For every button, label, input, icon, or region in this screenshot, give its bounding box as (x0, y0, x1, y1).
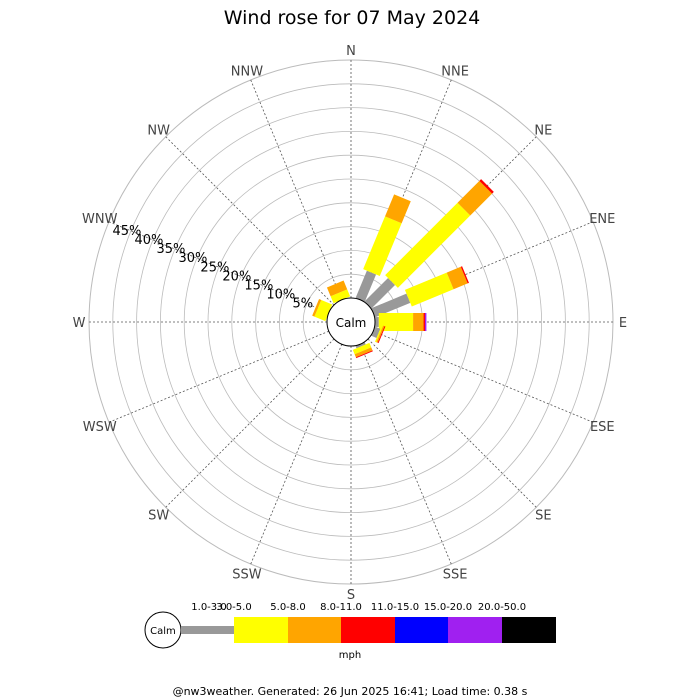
bar-ese (371, 325, 386, 344)
bar-nne (355, 194, 411, 302)
calm-label: Calm (336, 316, 367, 330)
direction-label-ne: NE (534, 124, 552, 139)
direction-label-sse: SSE (443, 567, 468, 582)
direction-label-nne: NNE (441, 65, 469, 80)
bar-segment-sse-0 (355, 342, 366, 349)
bar-wnw (312, 299, 333, 322)
bar-nnw (326, 280, 351, 304)
bar-e (375, 313, 427, 331)
direction-label-ese: ESE (590, 420, 615, 435)
direction-labels: N NNE NE ENE E ESE SE SSE S SSW SW WSW W WNW NW NNW (73, 44, 628, 603)
bar-segment-ese-2 (376, 325, 385, 343)
bar-segment-ese-1 (375, 325, 384, 343)
legend-swatch (341, 617, 395, 643)
percent-label: 45% (112, 224, 141, 239)
percent-label: 35% (156, 242, 185, 257)
chart-title: Wind rose for 07 May 2024 (224, 7, 481, 29)
grid-ring (183, 154, 519, 490)
legend-swatch (395, 617, 448, 643)
legend-bin-label: 11.0-15.0 (371, 602, 419, 613)
percent-label: 5% (293, 297, 314, 312)
grid-ring (112, 83, 590, 561)
legend-bin-label: 5.0-8.0 (270, 602, 305, 613)
bar-segment-e-2 (413, 313, 424, 331)
grid-ring (231, 202, 471, 442)
direction-label-e: E (619, 316, 627, 331)
legend-swatch (288, 617, 341, 643)
percent-label: 20% (222, 269, 251, 284)
bar-segment-ene-3 (460, 266, 469, 284)
bar-segment-nne-1 (363, 216, 402, 277)
grid-ring (159, 130, 543, 514)
bar-segment-ene-1 (404, 272, 454, 307)
bar-segment-sse-1 (352, 342, 372, 355)
direction-label-nnw: NNW (231, 65, 263, 80)
bar-segment-ese-3 (377, 326, 386, 344)
percent-label: 10% (266, 288, 295, 303)
bar-ne (364, 179, 494, 309)
bar-segment-sse-2 (354, 347, 373, 358)
percent-label: 25% (200, 260, 229, 275)
direction-label-s: S (347, 588, 355, 603)
direction-label-ssw: SSW (232, 567, 262, 582)
bar-segment-e-3 (423, 313, 425, 331)
calm-center-circle (326, 297, 376, 347)
bar-segment-nne-0 (355, 270, 377, 302)
bar-segment-ne-3 (479, 179, 494, 194)
grid-ring (255, 226, 447, 418)
legend-swatch (502, 617, 556, 643)
bar-segment-ne-1 (385, 202, 471, 288)
legend-swatch (234, 617, 288, 643)
bar-segment-nnw-1 (330, 289, 351, 304)
direction-label-ene: ENE (589, 212, 615, 227)
bar-segment-ne-0 (364, 277, 396, 309)
legend-swatch (181, 626, 234, 634)
bar-segment-nne-2 (385, 194, 411, 224)
legend-bin-label: 20.0-50.0 (478, 602, 526, 613)
legend-swatch (448, 617, 502, 643)
legend-bin-label: 3.0-5.0 (216, 602, 251, 613)
calm-circle: Calm (326, 297, 376, 347)
bar-segment-nnw-2 (326, 280, 348, 297)
percent-labels: 5%10%15%20%25%30%35%40%45% (112, 224, 313, 312)
direction-label-w: W (73, 316, 86, 331)
percent-label: 40% (134, 233, 163, 248)
legend-unit-label: mph (339, 650, 361, 661)
legend-bin-label: 8.0-11.0 (320, 602, 362, 613)
bar-segment-e-1 (378, 313, 414, 331)
grid-ring (136, 107, 566, 537)
bar-segment-ese-0 (371, 326, 381, 338)
bar-segment-e-5 (424, 313, 427, 331)
direction-label-wsw: WSW (83, 420, 117, 435)
percent-label: 30% (178, 251, 207, 266)
legend-calm-label: Calm (150, 626, 176, 637)
bar-segment-wnw-2 (312, 299, 322, 317)
legend-bin-label: 1.0-3.0 (191, 602, 226, 613)
direction-label-nw: NW (147, 124, 170, 139)
bar-segment-e-0 (375, 317, 379, 327)
bar-sse (352, 342, 373, 359)
wind-bars (312, 179, 494, 359)
bar-segment-sse-3 (355, 350, 373, 359)
direction-label-n: N (346, 44, 356, 59)
footer-text: @nw3weather. Generated: 26 Jun 2025 16:4… (173, 685, 528, 698)
direction-label-sw: SW (148, 508, 169, 523)
bar-segment-ene-0 (371, 293, 411, 318)
legend-bin-label: 15.0-20.0 (424, 602, 472, 613)
speed-legend: Calm 1.0-3.03.0-5.0 5.0-8.0 8.0-11.0 11.0-15… (144, 602, 556, 661)
bar-segment-ne-2 (457, 180, 493, 216)
bar-ene (371, 266, 469, 318)
bar-segment-wnw-1 (314, 299, 333, 322)
direction-label-wnw: WNW (82, 212, 118, 227)
grid-ring (207, 178, 495, 466)
percent-label: 15% (244, 278, 273, 293)
bar-segment-ene-2 (446, 266, 468, 290)
direction-label-se: SE (535, 508, 551, 523)
